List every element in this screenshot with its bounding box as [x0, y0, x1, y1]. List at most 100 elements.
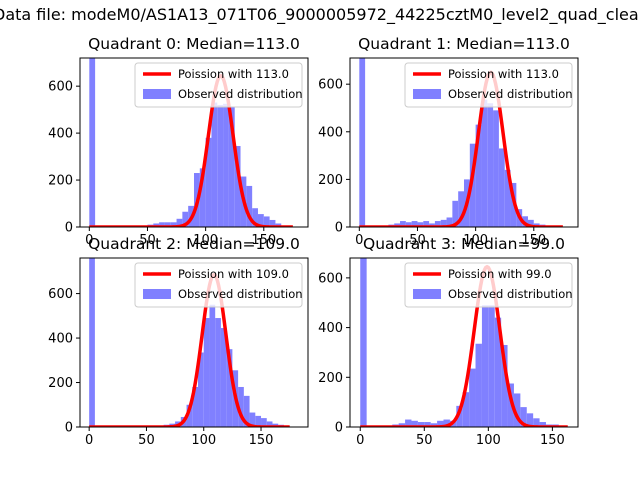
histogram-bar	[215, 318, 221, 427]
y-tick-label: 600	[318, 271, 343, 286]
histogram-bar	[411, 420, 418, 427]
y-tick-label: 0	[65, 421, 73, 436]
histogram-bar	[269, 219, 276, 227]
histogram-bar	[430, 423, 438, 427]
x-tick-label: 50	[138, 433, 155, 448]
histogram-bar	[186, 404, 193, 427]
histogram-bar	[238, 386, 244, 427]
histogram-bar	[400, 221, 406, 227]
legend-box	[404, 262, 573, 308]
histogram-bar	[164, 222, 171, 227]
plot-area	[358, 58, 564, 227]
quadrant-2-panel: 0 50 100 150 0 200 400 600 Quadrant 2: Median=10…	[48, 235, 309, 448]
legend-box	[134, 262, 303, 308]
x-tick-label: 0	[85, 433, 93, 448]
histogram-bar	[192, 386, 199, 427]
histogram-bar	[398, 423, 406, 427]
legend-hist-swatch	[413, 289, 441, 299]
histogram-bar	[203, 318, 210, 427]
legend-box	[134, 62, 303, 108]
y-tick-label: 400	[318, 321, 343, 336]
histogram-bar	[394, 223, 401, 227]
legend-label: Poission with 99.0	[448, 267, 552, 281]
y-tick-label: 0	[335, 421, 343, 436]
poisson-curve	[358, 70, 564, 227]
histogram-bar	[520, 407, 527, 427]
x-tick-label: 50	[409, 233, 426, 248]
histogram-bar	[360, 258, 367, 427]
histogram-bar	[411, 221, 418, 227]
x-tick-label: 100	[476, 433, 501, 448]
x-tick-label: 150	[521, 233, 546, 248]
x-tick-label: 150	[540, 433, 565, 448]
histogram-bar	[424, 422, 431, 427]
histogram-bar	[469, 368, 476, 427]
histogram-bar	[429, 223, 435, 227]
histogram-bar	[198, 352, 204, 427]
legend-label: Observed distribution	[448, 87, 573, 101]
legend-label: Poission with 109.0	[178, 267, 289, 281]
histogram-bar	[487, 103, 494, 227]
legend-hist-swatch	[143, 89, 171, 99]
axes-frame	[79, 57, 309, 228]
histogram-bar	[217, 104, 224, 227]
histogram-bar	[89, 58, 96, 227]
histogram-bar	[266, 421, 273, 427]
histogram-bar	[170, 222, 177, 227]
histogram-bar	[255, 415, 262, 427]
histogram-bar	[234, 146, 241, 227]
histogram-bar	[209, 304, 216, 427]
histogram-bar	[481, 305, 489, 427]
histogram-bar	[462, 392, 470, 427]
histogram-bar	[437, 420, 444, 427]
histogram-bar	[539, 422, 546, 427]
histogram-bar	[257, 214, 264, 227]
panel-title: Quadrant 1: Median=113.0	[358, 35, 570, 53]
histogram-bar	[243, 395, 250, 427]
legend-hist-swatch	[143, 289, 171, 299]
y-tick-label: 200	[48, 174, 73, 189]
histogram-bar	[507, 383, 514, 427]
histogram-bar	[423, 221, 430, 227]
histogram-bar	[405, 419, 412, 427]
histogram-bar	[475, 124, 482, 227]
histogram-bar	[223, 103, 229, 227]
figure-title: Data file: modeM0/AS1A13_071T06_90000059…	[0, 0, 640, 30]
histogram-bar	[452, 200, 459, 227]
histogram-bar	[443, 419, 450, 427]
panel-title: Quadrant 3: Median=99.0	[363, 235, 565, 253]
histogram-bar	[89, 258, 95, 427]
quadrant-0-panel: 0 50 100 150 0 200 400 600 Quadrant 0: Median=11…	[48, 35, 309, 248]
legend-box	[404, 62, 573, 108]
histogram-bar	[469, 143, 476, 227]
y-tick-label: 400	[48, 127, 73, 142]
legend-label: Observed distribution	[448, 287, 573, 301]
quadrant-3-panel: 0 50 100 150 0 200 400 600 Quadrant 3: Median=99…	[318, 235, 579, 448]
x-tick-label: 100	[193, 233, 218, 248]
x-tick-label: 150	[249, 433, 274, 448]
histogram-bar	[493, 110, 499, 227]
x-tick-label: 50	[139, 233, 156, 248]
histogram-bar	[488, 305, 495, 427]
histogram-bar	[494, 317, 502, 427]
legend-hist-swatch	[413, 89, 441, 99]
y-tick-label: 400	[48, 332, 73, 347]
histogram-bar	[252, 208, 258, 227]
histogram-bar	[481, 99, 488, 227]
y-tick-label: 400	[318, 125, 343, 140]
histogram-bar	[475, 343, 482, 427]
histogram-bar	[249, 412, 256, 427]
x-tick-label: 150	[251, 233, 276, 248]
histogram-bar	[446, 217, 453, 227]
y-tick-label: 600	[48, 80, 73, 95]
histogram-bar	[228, 107, 235, 227]
histogram-bar	[501, 344, 508, 427]
plot-area	[88, 258, 291, 427]
histogram-bar	[359, 58, 366, 227]
histogram-bar	[527, 219, 534, 227]
histogram-bar	[246, 185, 253, 227]
histogram-bar	[205, 137, 212, 227]
y-tick-label: 200	[48, 376, 73, 391]
histogram-bar	[417, 222, 424, 227]
